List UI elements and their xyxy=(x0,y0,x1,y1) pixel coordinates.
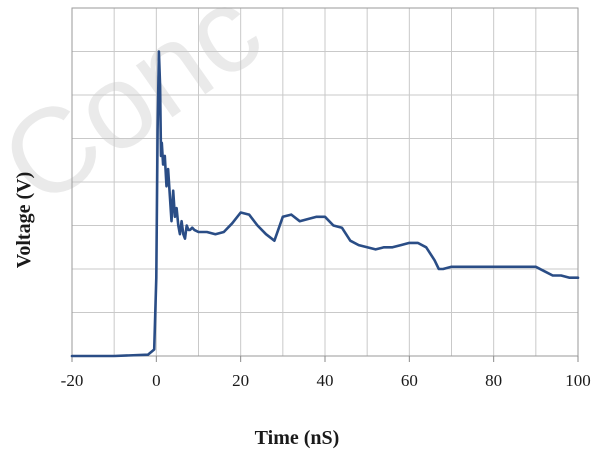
x-tick-label: 60 xyxy=(401,371,418,390)
watermark: Conc xyxy=(0,0,284,231)
x-tick-label: 20 xyxy=(232,371,249,390)
series-layer xyxy=(70,50,580,358)
x-tick-label: 80 xyxy=(485,371,502,390)
x-tick-labels: -20 0 20 40 60 80 100 xyxy=(61,371,591,390)
plot-frame xyxy=(71,7,579,362)
x-tick-label: 0 xyxy=(152,371,161,390)
voltage-series-line xyxy=(70,50,580,358)
x-axis-title: Time (nS) xyxy=(255,427,340,449)
x-tick-label: 40 xyxy=(317,371,334,390)
y-axis-title: Voltage (V) xyxy=(13,172,35,268)
x-tick-label: -20 xyxy=(61,371,84,390)
x-tick-label: 100 xyxy=(565,371,591,390)
